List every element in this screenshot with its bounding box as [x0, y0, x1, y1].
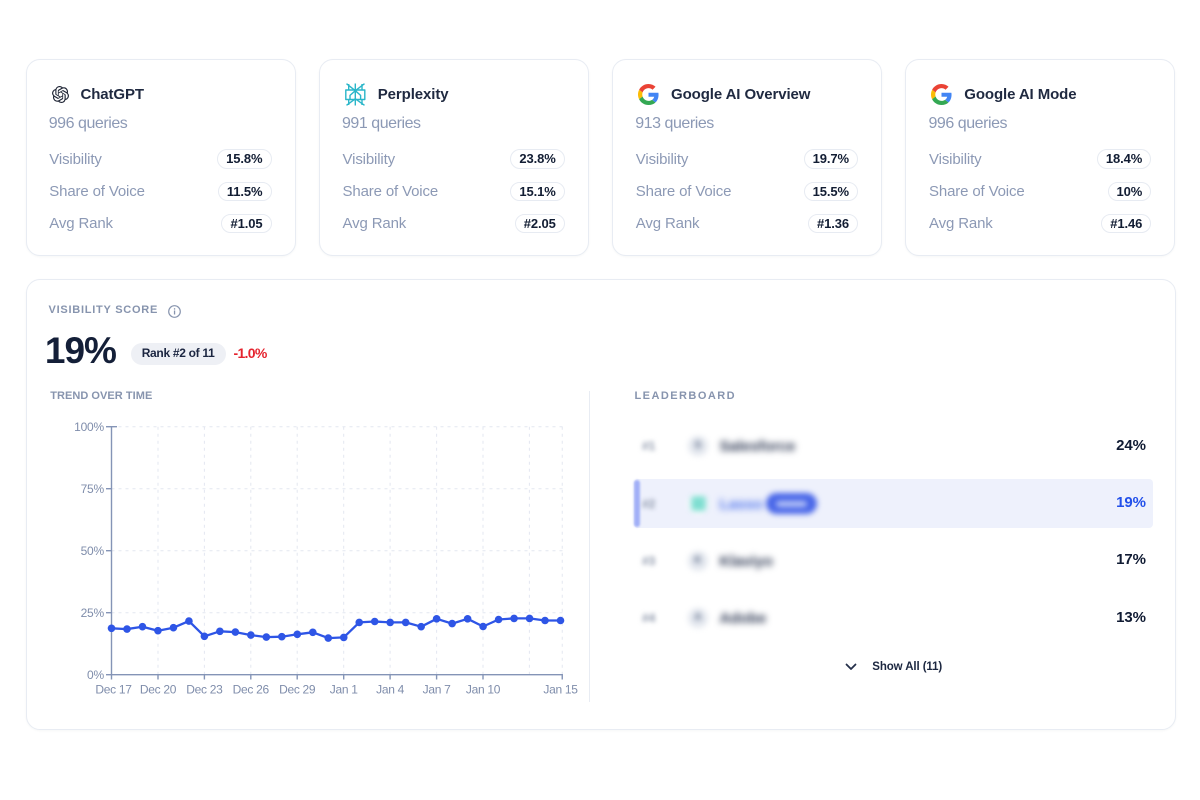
svg-text:Dec 17: Dec 17	[95, 683, 132, 697]
svg-text:25%: 25%	[80, 606, 104, 620]
svg-text:Dec 29: Dec 29	[279, 683, 316, 697]
svg-text:Jan 4: Jan 4	[376, 683, 404, 697]
svg-text:Dec 23: Dec 23	[186, 683, 223, 697]
svg-text:Dec 26: Dec 26	[232, 683, 269, 697]
svg-text:Jan 7: Jan 7	[422, 683, 450, 697]
svg-text:Dec 20: Dec 20	[139, 683, 176, 697]
svg-text:50%: 50%	[80, 544, 104, 558]
svg-text:0%: 0%	[87, 668, 104, 682]
svg-text:Jan 1: Jan 1	[329, 683, 357, 697]
svg-text:Jan 10: Jan 10	[465, 683, 500, 697]
svg-text:Jan 15: Jan 15	[543, 683, 578, 697]
svg-text:100%: 100%	[74, 420, 104, 434]
svg-text:75%: 75%	[80, 482, 104, 496]
